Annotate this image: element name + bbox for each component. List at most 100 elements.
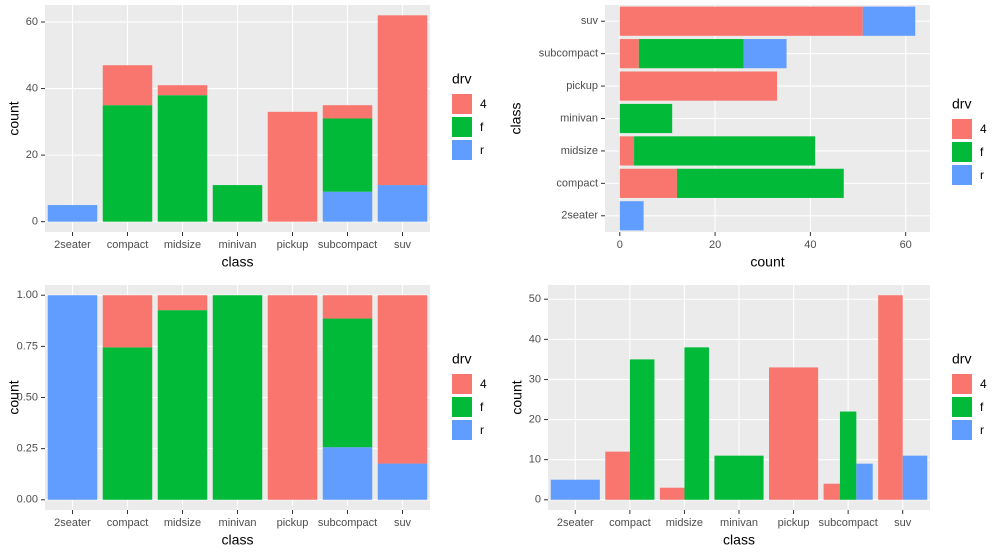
x-tick-label: pickup (277, 517, 309, 529)
legend-key (952, 420, 972, 440)
x-tick-label: 2seater (54, 239, 91, 251)
bar (322, 105, 373, 119)
bar (212, 295, 263, 500)
x-tick-label: midsize (666, 517, 703, 529)
x-tick-label: subcompact (318, 517, 377, 529)
bar (634, 136, 816, 166)
x-tick-label: midsize (164, 517, 201, 529)
bar (684, 347, 709, 500)
bar (322, 295, 373, 319)
legend-key (452, 94, 472, 114)
x-tick-label: pickup (778, 517, 810, 529)
legend-label: 4 (980, 122, 987, 136)
x-axis-title: class (222, 532, 254, 548)
x-tick-label: compact (107, 239, 149, 251)
bar (102, 295, 153, 348)
x-tick-label: 60 (900, 239, 912, 251)
y-tick-label: 0.25 (17, 443, 38, 455)
bar (714, 455, 764, 500)
y-tick-label: 2seater (561, 210, 598, 222)
bar (157, 95, 208, 222)
bar (267, 111, 318, 222)
bar (47, 295, 98, 500)
x-axis-title: class (222, 254, 254, 270)
bar (902, 455, 928, 500)
bar (619, 6, 863, 36)
bar (619, 201, 644, 231)
x-tick-label: compact (107, 517, 149, 529)
y-tick-label: 20 (529, 413, 541, 425)
bar (377, 15, 428, 186)
y-tick-label: 40 (26, 82, 38, 94)
legend-key (452, 420, 472, 440)
y-tick-label: midsize (561, 145, 598, 157)
bar (769, 367, 819, 500)
legend-title: drv (952, 96, 971, 112)
bar (629, 359, 655, 500)
x-tick-label: subcompact (318, 239, 377, 251)
legend-label: f (480, 120, 484, 134)
bar (550, 479, 600, 500)
y-tick-label: 0.00 (17, 494, 38, 506)
y-axis-title: count (6, 380, 22, 414)
y-tick-label: 10 (529, 454, 541, 466)
bar (878, 295, 903, 500)
bar (322, 118, 373, 192)
y-tick-label: 0.75 (17, 340, 38, 352)
bar (322, 318, 373, 448)
bar (102, 347, 153, 500)
y-tick-label: 30 (529, 373, 541, 385)
legend-title: drv (452, 351, 471, 367)
bar (638, 39, 744, 69)
y-tick-label: 40 (529, 333, 541, 345)
bar (212, 185, 263, 222)
bar (619, 103, 673, 134)
bar (322, 191, 373, 222)
legend-key (452, 397, 472, 417)
x-tick-label: minivan (720, 517, 758, 529)
x-tick-label: suv (394, 239, 412, 251)
y-tick-label: 60 (26, 16, 38, 28)
legend-key (952, 374, 972, 394)
y-tick-label: 0 (32, 216, 38, 228)
legend-key (452, 117, 472, 137)
legend-label: r (480, 423, 484, 437)
y-axis-title: count (509, 380, 525, 414)
x-tick-label: compact (609, 517, 651, 529)
x-tick-label: midsize (164, 239, 201, 251)
y-tick-label: pickup (566, 80, 598, 92)
bar (102, 105, 153, 222)
bar (157, 310, 208, 500)
bar (619, 136, 635, 166)
bar (605, 451, 630, 500)
x-tick-label: minivan (219, 517, 257, 529)
bar (823, 483, 840, 500)
legend-label: 4 (480, 97, 487, 111)
x-tick-label: subcompact (818, 517, 877, 529)
y-tick-label: compact (556, 177, 598, 189)
legend-label: r (980, 168, 984, 182)
bar (267, 295, 318, 500)
legend-key (952, 397, 972, 417)
x-tick-label: pickup (277, 239, 309, 251)
legend-label: f (480, 400, 484, 414)
bar (102, 65, 153, 106)
y-tick-label: 1.00 (17, 289, 38, 301)
bar (322, 447, 373, 500)
legend-label: f (980, 400, 984, 414)
bar (743, 39, 787, 69)
bar (659, 487, 685, 500)
legend-label: f (980, 145, 984, 159)
legend-key (952, 142, 972, 162)
y-tick-label: suv (581, 15, 599, 27)
x-tick-label: suv (394, 517, 412, 529)
bar (47, 205, 98, 222)
bar (377, 295, 428, 464)
y-axis-title: class (508, 103, 524, 135)
bar (619, 71, 778, 101)
legend-label: r (980, 423, 984, 437)
x-tick-label: 20 (709, 239, 721, 251)
bar (676, 168, 844, 198)
legend-label: r (480, 143, 484, 157)
